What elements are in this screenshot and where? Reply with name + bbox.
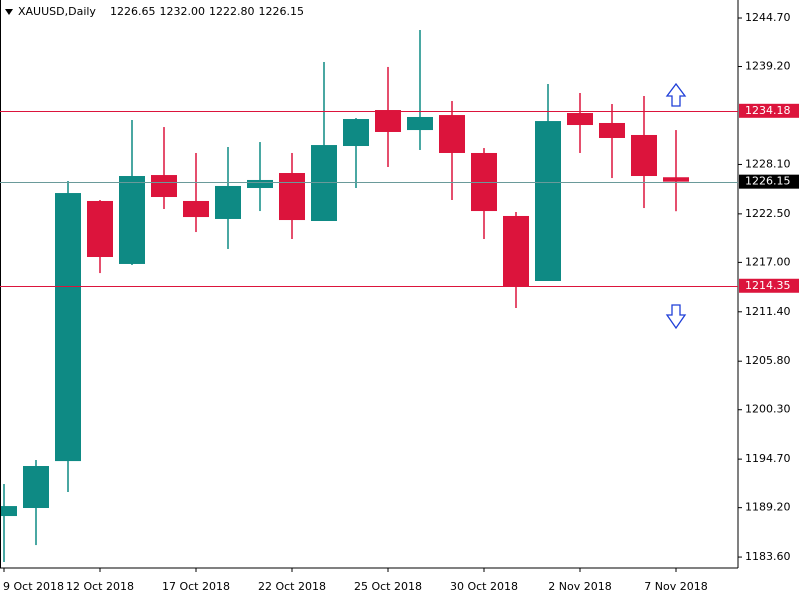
candle-body bbox=[247, 179, 273, 189]
ohlc-value: 1232.00 bbox=[159, 5, 205, 18]
candle-body bbox=[215, 185, 241, 219]
candle-body bbox=[407, 116, 433, 131]
ohlc-value: 1222.80 bbox=[209, 5, 255, 18]
down-arrow bbox=[665, 304, 687, 330]
y-tick-label: 1211.40 bbox=[745, 305, 791, 318]
candle-body bbox=[1, 506, 17, 517]
candle-body bbox=[503, 215, 529, 287]
ohlc-value: 1226.65 bbox=[110, 5, 156, 18]
candle-body bbox=[631, 134, 657, 177]
price-label-box bbox=[739, 278, 799, 293]
up-arrow bbox=[665, 82, 687, 107]
menu-icon bbox=[5, 9, 13, 15]
candle-body bbox=[23, 466, 49, 509]
y-tick-label: 1183.60 bbox=[745, 550, 791, 563]
candle-body bbox=[663, 177, 689, 182]
candle-body bbox=[87, 200, 113, 258]
candle-body bbox=[535, 121, 561, 282]
candle-body bbox=[567, 113, 593, 126]
candle-body bbox=[375, 110, 401, 132]
price-label-box bbox=[739, 103, 799, 118]
y-tick-label: 1244.70 bbox=[745, 11, 791, 24]
x-tick-label: 25 Oct 2018 bbox=[354, 580, 422, 593]
x-tick-label: 7 Nov 2018 bbox=[644, 580, 707, 593]
candle-body bbox=[55, 193, 81, 462]
x-tick-label: 30 Oct 2018 bbox=[450, 580, 518, 593]
candle-body bbox=[119, 176, 145, 264]
y-tick-label: 1217.00 bbox=[745, 255, 791, 268]
y-tick-label: 1222.50 bbox=[745, 207, 791, 220]
x-tick-label: 9 Oct 2018 bbox=[3, 580, 64, 593]
x-tick-label: 17 Oct 2018 bbox=[162, 580, 230, 593]
x-tick-label: 22 Oct 2018 bbox=[258, 580, 326, 593]
price-label: 1226.15 bbox=[745, 175, 791, 188]
y-tick-label: 1239.20 bbox=[745, 60, 791, 73]
plot-area bbox=[1, 29, 689, 563]
y-tick-label: 1228.10 bbox=[745, 157, 791, 170]
price-label: 1214.35 bbox=[745, 279, 791, 292]
price-label: 1234.18 bbox=[745, 104, 791, 117]
chart-title: XAUUSD,Daily bbox=[18, 5, 96, 18]
candle-body bbox=[183, 200, 209, 218]
candle-body bbox=[343, 119, 369, 147]
y-tick-label: 1200.30 bbox=[745, 403, 791, 416]
y-tick-label: 1194.70 bbox=[745, 452, 791, 465]
candle-body bbox=[151, 175, 177, 198]
x-tick-label: 2 Nov 2018 bbox=[548, 580, 611, 593]
candle-body bbox=[311, 145, 337, 222]
y-tick-label: 1189.20 bbox=[745, 501, 791, 514]
x-tick-label: 12 Oct 2018 bbox=[66, 580, 134, 593]
price-label-box bbox=[739, 174, 799, 189]
candle-body bbox=[279, 173, 305, 221]
ohlc-value: 1226.15 bbox=[258, 5, 304, 18]
candle-body bbox=[599, 122, 625, 138]
candle-body bbox=[439, 115, 465, 153]
y-tick-label: 1205.80 bbox=[745, 354, 791, 367]
